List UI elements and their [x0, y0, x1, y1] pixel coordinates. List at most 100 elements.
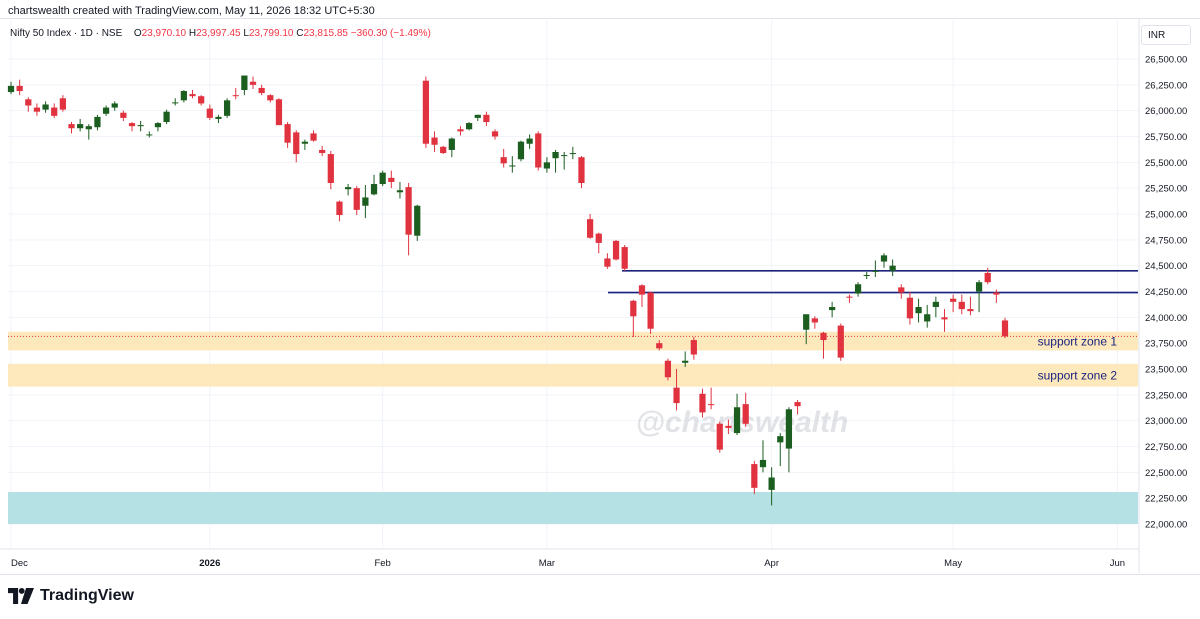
candle-up: [111, 103, 118, 108]
candle-down: [906, 297, 914, 319]
tradingview-logo-icon: [8, 588, 34, 604]
candle-down: [820, 332, 827, 341]
y-tick-label: 26,500.00: [1145, 55, 1187, 66]
legend-high: 23,997.45: [196, 28, 241, 39]
candle-down: [811, 318, 818, 323]
candle-down: [742, 404, 749, 424]
candle-down: [595, 233, 602, 243]
candle-down: [898, 287, 905, 293]
horizontal-levels: 24,450.4524,240.2023,815.85: [8, 263, 1191, 344]
candle-down: [68, 124, 75, 129]
candle-up: [465, 123, 473, 130]
y-tick-label: 24,750.00: [1145, 235, 1187, 246]
candle-up: [509, 165, 516, 167]
candle-down: [846, 296, 853, 298]
candle-down: [249, 81, 257, 85]
y-tick-label: 22,750.00: [1145, 442, 1187, 453]
candle-up: [543, 162, 551, 169]
candle-down: [604, 258, 611, 267]
candle-down: [16, 85, 23, 92]
candle-up: [863, 274, 870, 276]
candle-up: [854, 284, 862, 294]
y-tick-label: 25,250.00: [1145, 184, 1187, 195]
candle-down: [612, 240, 620, 260]
candle-down: [405, 187, 412, 235]
candle-up: [163, 111, 170, 123]
candle-down: [51, 107, 58, 116]
candle-down: [491, 131, 499, 137]
candle-down: [293, 132, 300, 155]
candle-up: [146, 134, 153, 136]
candle-up: [94, 116, 101, 128]
candle-up: [785, 409, 793, 449]
y-tick-label: 23,250.00: [1145, 390, 1187, 401]
candle-up: [682, 360, 689, 363]
candle-down: [950, 298, 957, 302]
x-tick-label: Apr: [764, 558, 779, 569]
candle-down: [284, 124, 291, 143]
candle-down: [267, 95, 274, 101]
support-zone: [8, 331, 1138, 351]
candle-down: [198, 96, 205, 104]
candle-up: [889, 265, 896, 271]
watermark: @chartswealth: [636, 406, 849, 439]
candle-down: [716, 423, 723, 450]
candle-down: [535, 133, 542, 168]
candle-down: [630, 300, 637, 317]
candle-down: [422, 80, 429, 144]
y-tick-label: 22,250.00: [1145, 494, 1187, 505]
candle-down: [993, 292, 1000, 295]
support-zone-label: support zone 2: [1038, 369, 1118, 383]
y-tick-label: 23,000.00: [1145, 416, 1187, 427]
candle-down: [327, 154, 334, 183]
candle-up: [924, 314, 931, 322]
candle-down: [120, 112, 127, 118]
x-tick-label: Feb: [374, 558, 390, 569]
candle-down: [440, 146, 447, 154]
currency-selector[interactable]: INR: [1141, 25, 1191, 45]
candle-down: [25, 99, 32, 106]
watermark-text: @chartswealth: [636, 406, 849, 439]
candle-down: [353, 188, 360, 210]
legend-high-label: H: [188, 28, 197, 39]
y-tick-label: 22,000.00: [1145, 520, 1187, 531]
candle-up: [768, 477, 775, 490]
candle-down: [587, 219, 594, 238]
legend-close-label: C: [296, 28, 304, 39]
candle-down: [388, 177, 395, 182]
chart-header-attribution: chartswealth created with TradingView.co…: [8, 5, 375, 17]
candle-up: [932, 301, 939, 307]
candle-down: [483, 114, 490, 123]
candle-down: [725, 425, 732, 428]
ohlc-legend: Nifty 50 Index · 1D · NSE O23,970.10 H23…: [10, 28, 431, 39]
x-tick-label: Dec: [11, 558, 28, 569]
candle-down: [578, 157, 585, 183]
y-tick-label: 24,000.00: [1145, 313, 1187, 324]
y-tick-label: 25,000.00: [1145, 210, 1187, 221]
tradingview-logo[interactable]: TradingView: [8, 587, 134, 605]
candle-down: [457, 129, 464, 132]
candle-down: [232, 95, 239, 97]
candle-up: [526, 138, 533, 144]
candle-up: [517, 141, 525, 160]
candle-down: [664, 360, 672, 378]
y-tick-label: 26,250.00: [1145, 80, 1187, 91]
candle-down: [751, 464, 758, 488]
candle-up: [223, 100, 231, 116]
x-tick-label: May: [944, 558, 962, 569]
candle-down: [690, 340, 697, 355]
candle-down: [656, 343, 663, 349]
candle-down: [319, 149, 326, 154]
candle-up: [7, 85, 15, 93]
candle-down: [984, 272, 991, 283]
y-tick-label: 22,500.00: [1145, 468, 1187, 479]
candle-up: [569, 153, 576, 155]
candle-down: [647, 292, 654, 329]
candle-up: [370, 184, 378, 195]
candle-down: [941, 317, 948, 320]
candle-up: [85, 126, 92, 130]
y-tick-label: 23,500.00: [1145, 365, 1187, 376]
y-tick-label: 25,750.00: [1145, 132, 1187, 143]
candle-down: [275, 99, 283, 126]
